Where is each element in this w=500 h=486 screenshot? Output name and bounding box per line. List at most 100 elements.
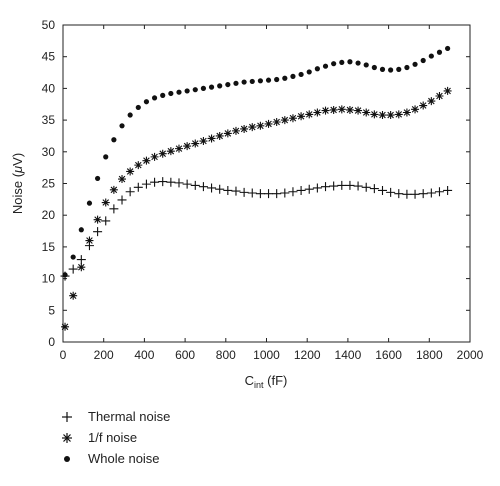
data-point-whole xyxy=(192,87,198,93)
data-point-one-over-f xyxy=(321,106,330,115)
data-point-whole xyxy=(436,49,443,55)
data-point-one-over-f xyxy=(313,108,322,117)
data-point-whole xyxy=(265,77,272,83)
data-point-thermal xyxy=(174,178,184,188)
x-axis-title-unit: (fF) xyxy=(264,373,288,388)
data-point-one-over-f xyxy=(280,116,289,125)
data-point-thermal xyxy=(264,189,274,199)
data-point-one-over-f xyxy=(142,156,151,165)
data-point-thermal xyxy=(166,177,176,187)
x-tick-label: 2000 xyxy=(457,348,484,362)
y-tick-label: 5 xyxy=(48,303,55,317)
legend-marker-whole xyxy=(64,456,70,462)
data-point-thermal xyxy=(402,189,412,199)
data-point-thermal xyxy=(117,195,127,205)
x-tick-label: 1600 xyxy=(375,348,402,362)
legend-item-one-over-f: 1/f noise xyxy=(62,430,137,445)
x-axis-title-base: C xyxy=(245,373,254,388)
x-tick-label: 800 xyxy=(216,348,236,362)
x-tick-label: 1000 xyxy=(253,348,280,362)
data-point-thermal xyxy=(215,184,225,194)
series-one-over-f xyxy=(61,86,452,331)
legend-label-thermal: Thermal noise xyxy=(88,409,170,424)
data-point-one-over-f xyxy=(93,215,102,224)
data-point-thermal xyxy=(418,189,428,199)
data-point-one-over-f xyxy=(305,110,314,119)
axis-ticks: 0 200 400 600 800 1000 1200 1400 1600 1800 2000 0 5 1… xyxy=(42,18,484,362)
data-point-whole xyxy=(290,73,296,79)
data-point-one-over-f xyxy=(256,121,265,130)
data-point-thermal xyxy=(198,182,208,192)
data-point-thermal xyxy=(133,182,143,192)
data-point-whole xyxy=(322,63,329,69)
data-point-whole xyxy=(445,45,451,52)
y-axis-title-prefix: Noise ( xyxy=(10,172,25,214)
x-tick-label: 0 xyxy=(60,348,67,362)
data-point-thermal xyxy=(109,204,119,214)
plot-frame xyxy=(62,24,471,343)
data-point-whole xyxy=(363,62,369,68)
legend-label-whole: Whole noise xyxy=(88,451,160,466)
data-point-one-over-f xyxy=(183,142,192,151)
data-point-whole xyxy=(200,85,207,91)
data-point-whole xyxy=(428,53,434,59)
data-point-thermal xyxy=(296,185,306,195)
x-axis-title-sub: int xyxy=(254,380,264,390)
data-point-whole xyxy=(241,79,247,85)
data-point-whole xyxy=(404,64,410,71)
data-point-one-over-f xyxy=(109,185,118,194)
x-tick-label: 400 xyxy=(134,348,154,362)
data-point-thermal xyxy=(312,183,322,193)
data-point-one-over-f xyxy=(77,263,86,272)
data-point-thermal xyxy=(207,183,217,193)
y-tick-label: 20 xyxy=(42,208,56,222)
data-point-one-over-f xyxy=(207,134,216,143)
data-point-whole xyxy=(127,112,133,118)
data-point-whole xyxy=(225,81,231,88)
data-point-thermal xyxy=(280,188,290,198)
data-point-whole xyxy=(274,76,280,83)
data-point-one-over-f xyxy=(378,111,387,120)
data-point-thermal xyxy=(386,187,396,197)
data-point-whole xyxy=(208,84,215,90)
data-point-thermal xyxy=(361,182,371,192)
x-tick-label: 1400 xyxy=(335,348,362,362)
data-point-one-over-f xyxy=(85,236,94,245)
data-point-one-over-f xyxy=(166,147,175,156)
data-point-one-over-f xyxy=(134,161,143,170)
series-whole xyxy=(62,45,451,278)
data-point-whole xyxy=(94,175,101,182)
x-tick-label: 1200 xyxy=(294,348,321,362)
data-point-thermal xyxy=(76,255,86,265)
legend-item-thermal: Thermal noise xyxy=(62,409,170,424)
data-point-thermal xyxy=(125,187,135,197)
data-point-one-over-f xyxy=(394,110,403,119)
data-point-one-over-f xyxy=(370,110,379,119)
data-point-whole xyxy=(143,99,150,105)
data-point-one-over-f xyxy=(223,129,232,138)
data-point-whole xyxy=(119,123,125,129)
data-point-thermal xyxy=(190,180,200,190)
data-point-whole xyxy=(331,61,337,67)
data-point-whole xyxy=(103,154,109,160)
data-point-whole xyxy=(217,83,223,89)
data-point-whole xyxy=(176,89,182,95)
x-tick-label: 600 xyxy=(175,348,195,362)
data-point-thermal xyxy=(377,185,387,195)
legend: Thermal noise 1/f noise Whole noise xyxy=(62,409,170,466)
data-point-thermal xyxy=(68,264,78,274)
data-point-one-over-f xyxy=(215,131,224,140)
data-point-thermal xyxy=(272,189,282,199)
data-point-one-over-f xyxy=(150,152,159,161)
data-point-one-over-f xyxy=(101,198,110,207)
y-tick-label: 50 xyxy=(42,18,56,32)
y-tick-label: 30 xyxy=(42,145,56,159)
data-point-thermal xyxy=(247,188,257,198)
data-point-thermal xyxy=(426,188,436,198)
data-point-whole xyxy=(388,67,394,73)
data-point-thermal xyxy=(231,186,241,196)
data-point-thermal xyxy=(345,180,355,190)
data-point-one-over-f xyxy=(158,149,167,158)
data-point-one-over-f xyxy=(435,92,444,101)
data-point-whole xyxy=(420,57,426,64)
